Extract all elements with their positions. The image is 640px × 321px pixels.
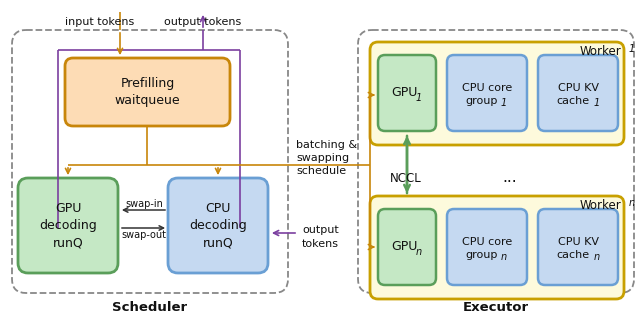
Text: batching &
swapping
schedule: batching & swapping schedule <box>296 140 357 176</box>
Text: ...: ... <box>502 170 517 186</box>
Text: 1: 1 <box>416 93 422 103</box>
FancyBboxPatch shape <box>538 55 618 131</box>
Text: NCCL: NCCL <box>390 171 422 185</box>
Text: input tokens: input tokens <box>65 17 134 27</box>
Text: GPU: GPU <box>391 240 417 254</box>
Text: CPU core: CPU core <box>462 237 512 247</box>
Text: cache: cache <box>556 250 589 260</box>
Text: group: group <box>466 96 498 106</box>
Text: output tokens: output tokens <box>164 17 242 27</box>
Text: CPU KV: CPU KV <box>557 83 598 93</box>
Text: CPU KV: CPU KV <box>557 237 598 247</box>
FancyBboxPatch shape <box>447 55 527 131</box>
Text: swap-out: swap-out <box>122 230 166 240</box>
Text: Worker: Worker <box>579 199 621 212</box>
Text: group: group <box>466 250 498 260</box>
FancyBboxPatch shape <box>378 209 436 285</box>
Text: Scheduler: Scheduler <box>113 301 188 314</box>
Text: 1: 1 <box>501 98 508 108</box>
Text: CPU
decoding
runQ: CPU decoding runQ <box>189 202 247 249</box>
FancyBboxPatch shape <box>168 178 268 273</box>
Text: n: n <box>629 198 635 208</box>
FancyBboxPatch shape <box>65 58 230 126</box>
Text: GPU: GPU <box>391 86 417 100</box>
Text: 1: 1 <box>594 98 600 108</box>
Text: 1: 1 <box>629 44 636 54</box>
Text: Prefilling
waitqueue: Prefilling waitqueue <box>115 77 180 107</box>
FancyBboxPatch shape <box>538 209 618 285</box>
Text: Executor: Executor <box>463 301 529 314</box>
Text: output
tokens: output tokens <box>302 225 339 248</box>
FancyBboxPatch shape <box>18 178 118 273</box>
FancyBboxPatch shape <box>358 30 634 293</box>
Text: cache: cache <box>556 96 589 106</box>
FancyBboxPatch shape <box>12 30 288 293</box>
FancyBboxPatch shape <box>378 55 436 131</box>
Text: n: n <box>594 252 600 262</box>
Text: Worker: Worker <box>579 45 621 58</box>
FancyBboxPatch shape <box>447 209 527 285</box>
Text: CPU core: CPU core <box>462 83 512 93</box>
Text: swap-in: swap-in <box>125 199 163 209</box>
Text: n: n <box>416 247 422 257</box>
Text: n: n <box>501 252 507 262</box>
FancyBboxPatch shape <box>370 42 624 145</box>
Text: GPU
decoding
runQ: GPU decoding runQ <box>39 202 97 249</box>
FancyBboxPatch shape <box>370 196 624 299</box>
